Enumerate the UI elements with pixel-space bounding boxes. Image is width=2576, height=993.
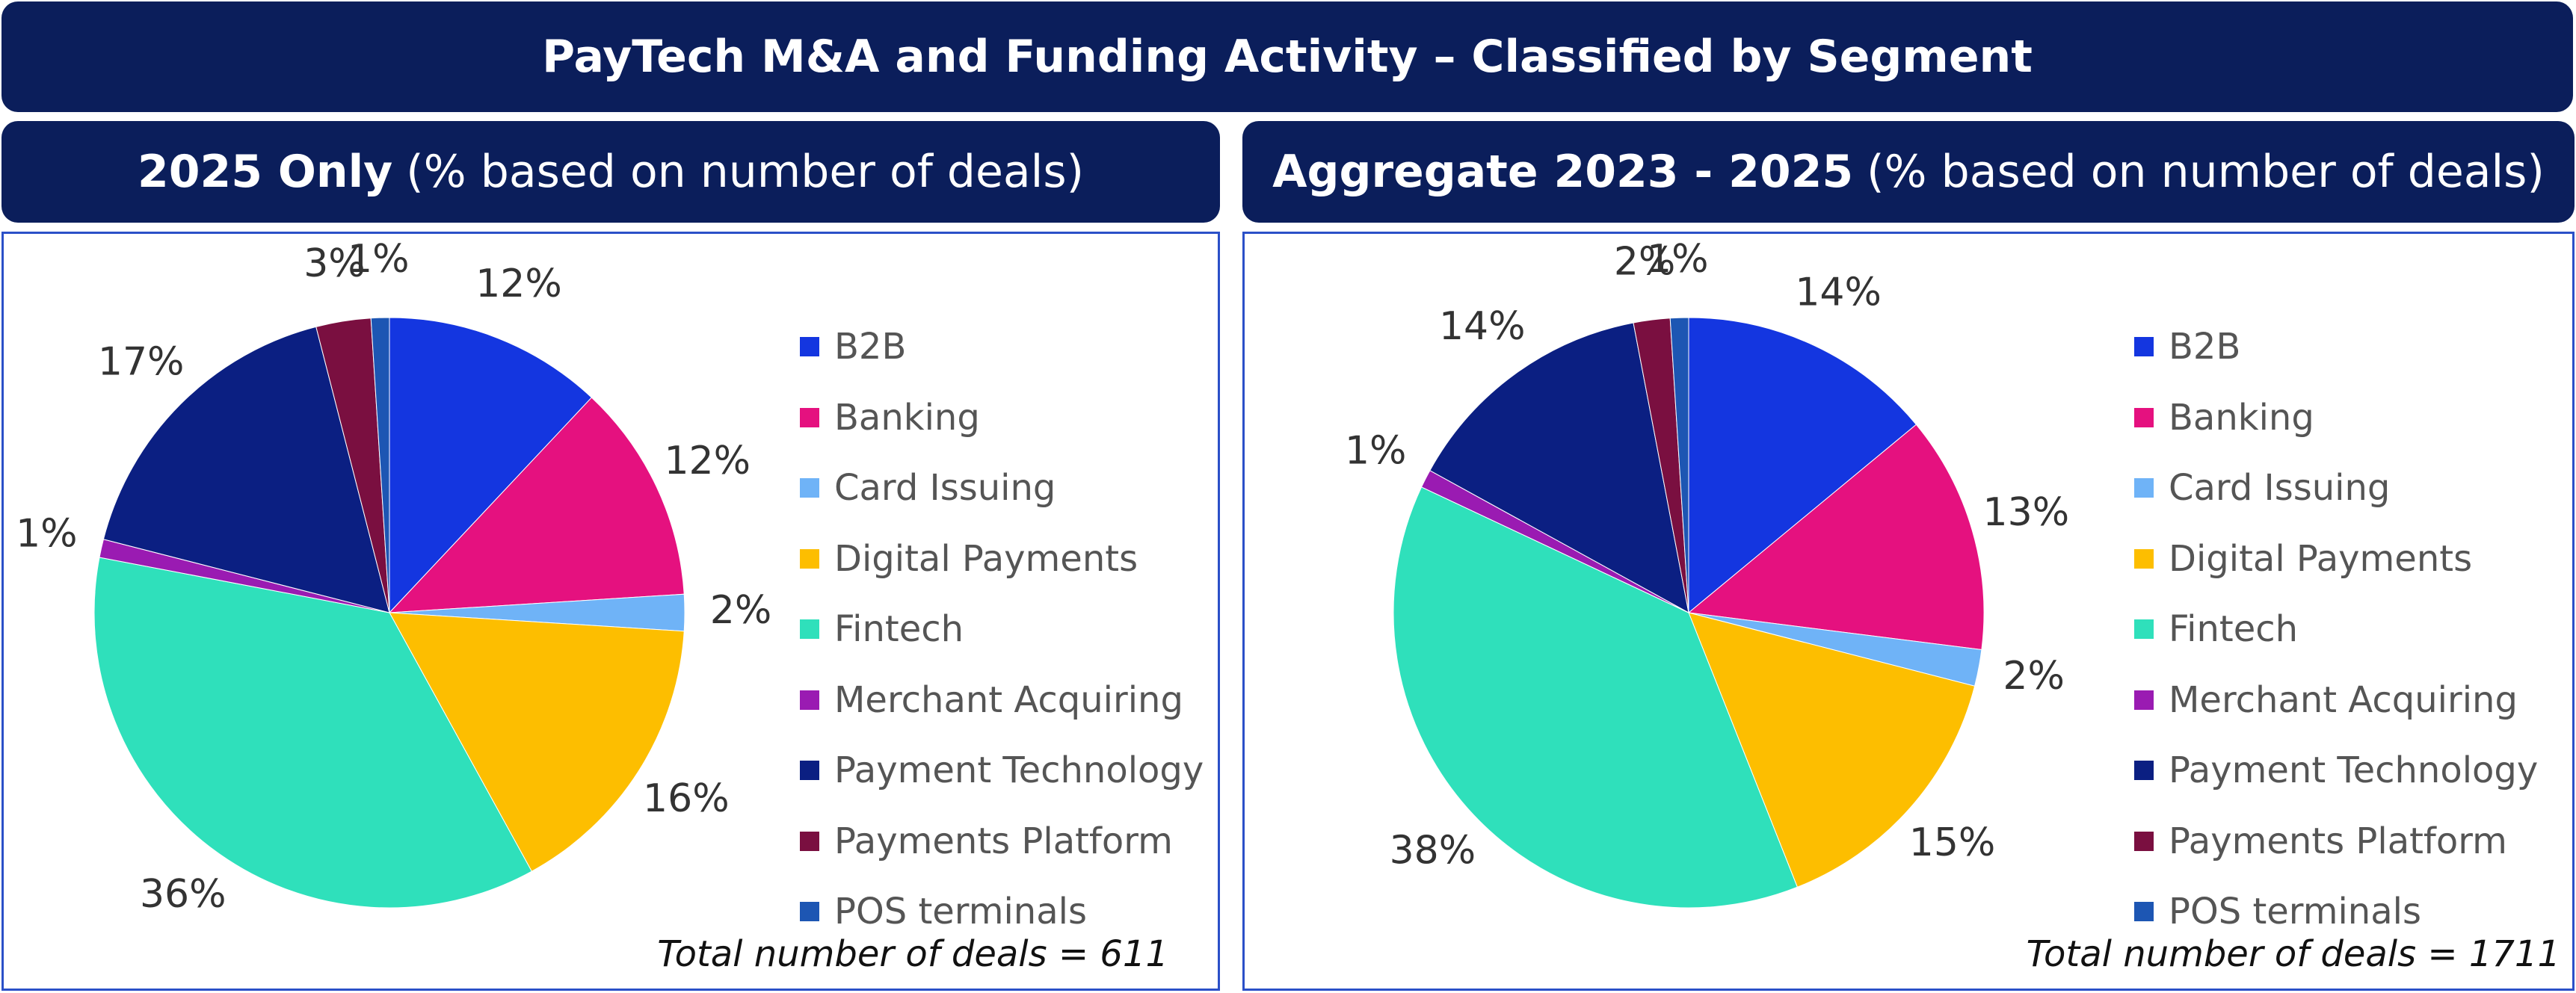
legend-label: Fintech [2169, 608, 2299, 651]
legend-label: B2B [2169, 326, 2241, 368]
legend-swatch [800, 407, 819, 427]
legend-swatch [800, 761, 819, 781]
data-label-payment-technology: 17% [98, 340, 185, 385]
legend-label: B2B [834, 326, 907, 368]
legend-swatch [2134, 337, 2154, 357]
legend-label: Merchant Acquiring [2169, 678, 2518, 721]
legend-swatch [800, 337, 819, 357]
panel-title-bold: Aggregate 2023 - 2025 [1272, 146, 1854, 198]
page-title: PayTech M&A and Funding Activity – Class… [1, 1, 2573, 112]
legend-item-pos-terminals: POS terminals [800, 876, 1204, 947]
legend-item-banking: Banking [800, 383, 1204, 454]
legend-item-merchant-acquiring: Merchant Acquiring [2134, 665, 2538, 736]
pie-slice-payment-technology [1429, 322, 1689, 613]
data-label-payment-technology: 14% [1439, 304, 1526, 349]
legend-swatch [2134, 619, 2154, 640]
data-label-card-issuing: 2% [710, 588, 772, 633]
data-label-card-issuing: 2% [2003, 654, 2065, 699]
data-label-payments-platform: 2% [1614, 240, 1676, 285]
panel-header-2025: 2025 Only (% based on number of deals) [1, 121, 1220, 223]
legend-label: Card Issuing [834, 467, 1056, 510]
legend-item-fintech: Fintech [800, 594, 1204, 665]
legend: B2B Banking Card Issuing Digital Payments Fi… [800, 312, 1204, 947]
pie-chart-2025: 12%12%2%16%36%1%17%3%1% [16, 237, 772, 917]
legend-label: Payments Platform [834, 820, 1173, 862]
legend-swatch [800, 902, 819, 922]
legend-item-card-issuing: Card Issuing [800, 453, 1204, 524]
data-label-payments-platform: 3% [303, 241, 366, 286]
pie-slice-banking [1687, 424, 1985, 651]
data-label-digital-payments: 16% [643, 776, 730, 821]
legend-label: POS terminals [834, 891, 1087, 933]
legend-item-payments-platform: Payments Platform [800, 806, 1204, 877]
pie-chart-aggregate: 14%13%2%15%38%1%14%2%1% [1345, 237, 2070, 909]
data-label-digital-payments: 15% [1909, 820, 1996, 865]
pie-slice-b2b [1688, 317, 1917, 614]
legend-label: Payments Platform [2169, 820, 2507, 862]
legend-item-payments-platform: Payments Platform [2134, 806, 2538, 877]
panel-title-note: (% based on number of deals) [1867, 146, 2545, 198]
legend-label: Payment Technology [2169, 749, 2539, 792]
legend-item-pos-terminals: POS terminals [2134, 876, 2538, 947]
data-label-banking: 12% [664, 439, 751, 483]
data-label-pos-terminals: 1% [1647, 237, 1709, 282]
legend-label: Fintech [834, 608, 964, 651]
legend-swatch [2134, 548, 2154, 569]
legend-swatch [2134, 478, 2154, 498]
total-deals-note: Total number of deals = 611 [657, 933, 1168, 975]
pie-slice-fintech [1393, 486, 1799, 909]
legend-item-b2b: B2B [2134, 312, 2538, 383]
data-label-fintech: 36% [140, 872, 227, 917]
pie-slice-payment-technology [102, 326, 390, 613]
legend-item-digital-payments: Digital Payments [800, 524, 1204, 595]
legend-label: POS terminals [2169, 891, 2421, 933]
legend-item-merchant-acquiring: Merchant Acquiring [800, 665, 1204, 736]
panel-header-aggregate: Aggregate 2023 - 2025 (% based on number… [1242, 121, 2575, 223]
legend-swatch [800, 619, 819, 640]
data-label-b2b: 12% [475, 262, 562, 306]
pie-slice-digital-payments [1688, 612, 1976, 888]
legend-item-fintech: Fintech [2134, 594, 2538, 665]
pie-slice-banking [388, 397, 685, 613]
legend-item-digital-payments: Digital Payments [2134, 524, 2538, 595]
legend-item-payment-technology: Payment Technology [2134, 735, 2538, 806]
chart-panel-2025: 12% 12% 2% 16% 36% 1% 17% 3% 1% B2B Banking Card I… [1, 232, 1220, 991]
data-label-banking: 13% [1983, 490, 2070, 535]
pie-slice-pos-terminals [370, 317, 390, 613]
pie-slice-fintech [93, 557, 532, 909]
legend-label: Banking [2169, 396, 2314, 439]
legend-swatch [800, 831, 819, 851]
data-label-pos-terminals: 1% [348, 237, 410, 282]
legend-label: Card Issuing [2169, 467, 2391, 510]
legend-swatch [2134, 690, 2154, 710]
legend-item-payment-technology: Payment Technology [800, 735, 1204, 806]
legend-swatch [800, 548, 819, 569]
legend-label: Banking [834, 396, 980, 439]
legend-swatch [800, 478, 819, 498]
legend-swatch [2134, 761, 2154, 781]
legend-item-banking: Banking [2134, 383, 2538, 454]
legend-label: Merchant Acquiring [834, 678, 1183, 721]
total-deals-note: Total number of deals = 1711 [2026, 933, 2560, 975]
legend-swatch [2134, 407, 2154, 427]
legend-swatch [800, 690, 819, 710]
legend-label: Digital Payments [2169, 537, 2473, 580]
panel-title-note: (% based on number of deals) [406, 146, 1085, 198]
chart-panel-aggregate: 14% 13% 2% 15% 38% 1% 14% 2% 1% B2B Banking Card I… [1242, 232, 2575, 991]
legend-swatch [2134, 902, 2154, 922]
pie-slice-digital-payments [389, 612, 685, 872]
legend: B2B Banking Card Issuing Digital Payments Fi… [2134, 312, 2538, 947]
legend-item-b2b: B2B [800, 312, 1204, 383]
pie-slice-pos-terminals [1669, 317, 1689, 613]
data-label-fintech: 38% [1390, 829, 1476, 873]
legend-item-card-issuing: Card Issuing [2134, 453, 2538, 524]
data-label-merchant-acquiring: 1% [1345, 429, 1407, 474]
data-label-b2b: 14% [1795, 270, 1882, 315]
pie-slice-b2b [389, 317, 593, 614]
legend-label: Digital Payments [834, 537, 1138, 580]
data-label-merchant-acquiring: 1% [16, 511, 78, 556]
legend-label: Payment Technology [834, 749, 1204, 792]
panel-title-bold: 2025 Only [137, 146, 393, 198]
legend-swatch [2134, 831, 2154, 851]
